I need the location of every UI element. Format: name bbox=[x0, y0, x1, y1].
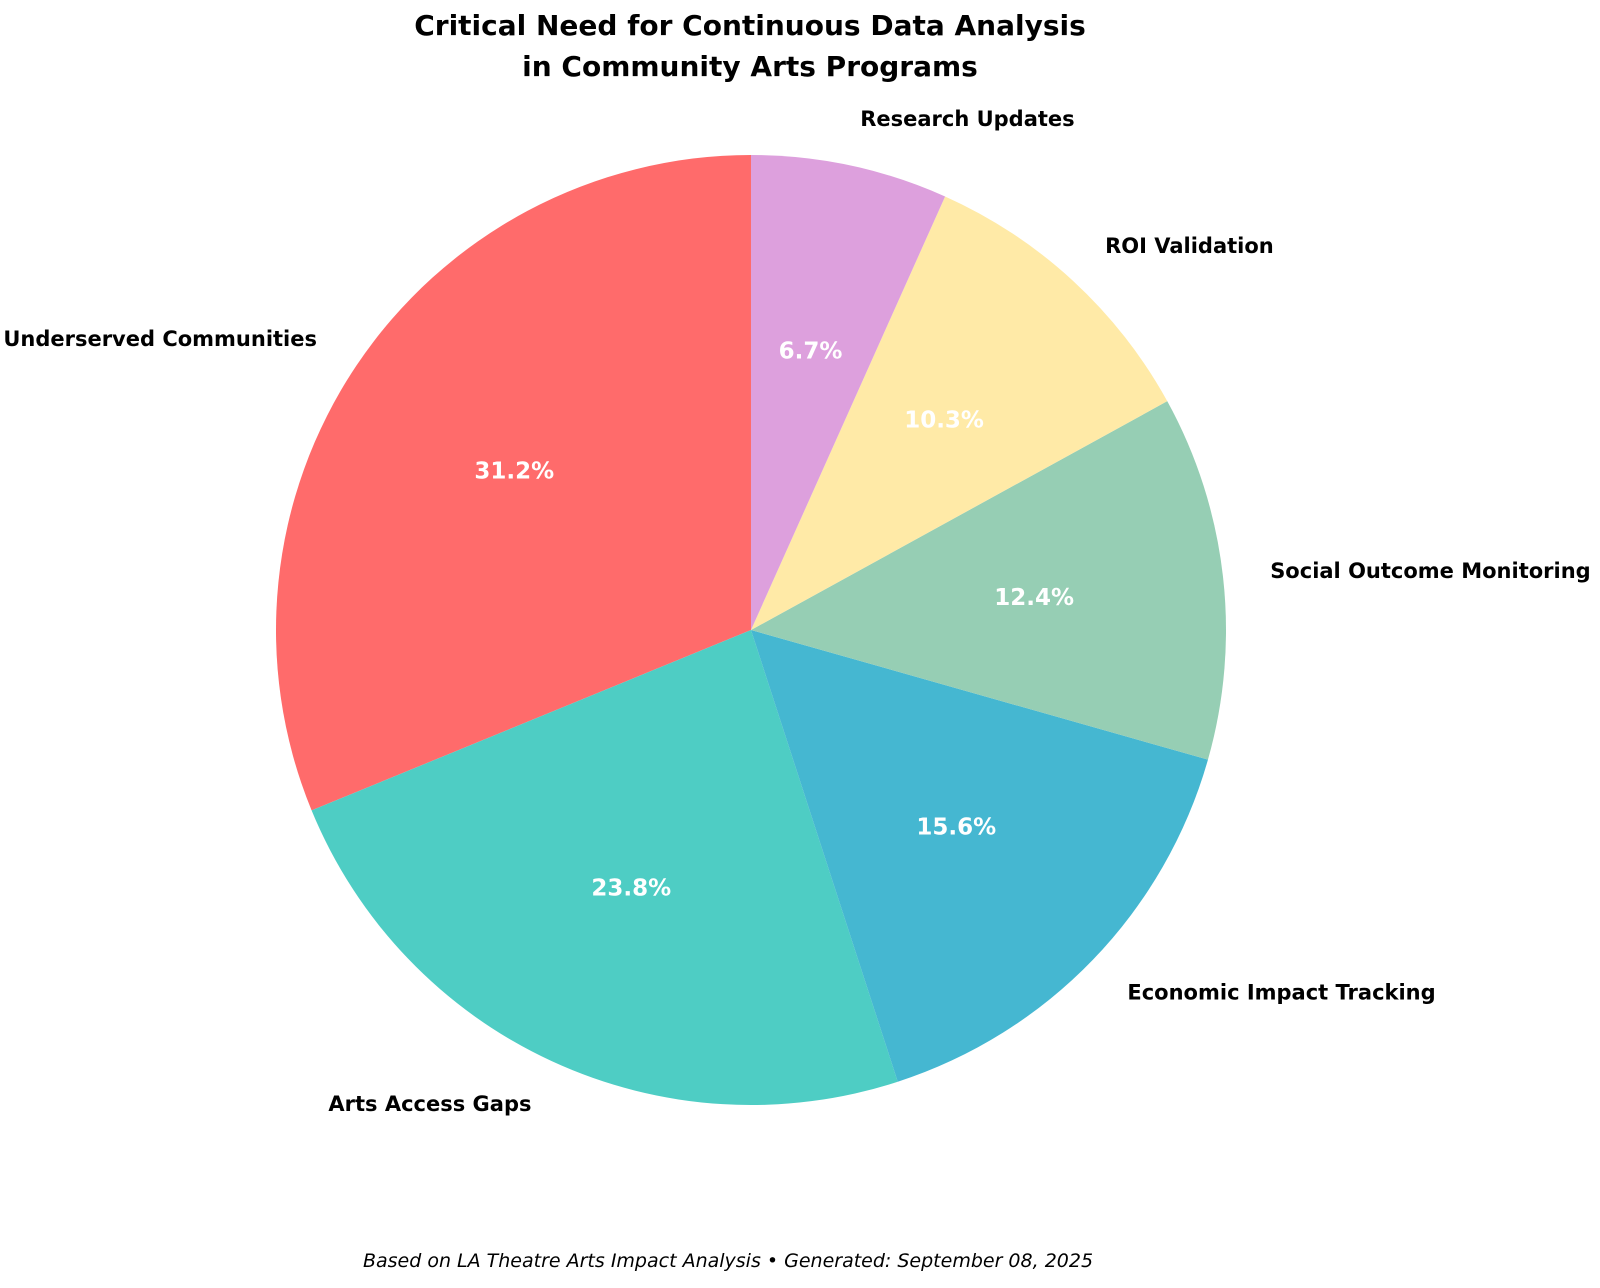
chart-title: Critical Need for Continuous Data Analys… bbox=[414, 9, 1086, 83]
pie-slice-pct-underserved-communities: 31.2% bbox=[474, 458, 554, 484]
pie-slice-label-social-outcome-monitoring: Social Outcome Monitoring bbox=[1270, 559, 1591, 583]
pie-slice-economic-impact-tracking bbox=[751, 630, 1208, 1082]
pie-slice-label-economic-impact-tracking: Economic Impact Tracking bbox=[1127, 980, 1435, 1004]
pie-slice-arts-access-gaps bbox=[311, 630, 898, 1105]
pie-slice-pct-social-outcome-monitoring: 12.4% bbox=[994, 585, 1074, 611]
pie-slice-label-research-updates: Research Updates bbox=[860, 107, 1074, 131]
pie-slice-pct-arts-access-gaps: 23.8% bbox=[591, 876, 671, 902]
pie-slice-underserved-communities bbox=[275, 155, 751, 811]
chart-footer-caption: Based on LA Theatre Arts Impact Analysis… bbox=[362, 1250, 1094, 1272]
pie-slice-pct-research-updates: 6.7% bbox=[779, 338, 843, 364]
pie-slice-label-underserved-communities: Underserved Communities bbox=[3, 327, 317, 351]
pie-slice-roi-validation bbox=[751, 196, 1168, 630]
pie-slice-label-roi-validation: ROI Validation bbox=[1105, 234, 1274, 258]
pie-slice-label-arts-access-gaps: Arts Access Gaps bbox=[328, 1092, 531, 1116]
pie-slice-pct-roi-validation: 10.3% bbox=[904, 407, 984, 433]
pie-slice-research-updates bbox=[751, 155, 946, 630]
pie-slice-pct-economic-impact-tracking: 15.6% bbox=[916, 815, 996, 841]
pie-slice-social-outcome-monitoring bbox=[751, 401, 1226, 760]
